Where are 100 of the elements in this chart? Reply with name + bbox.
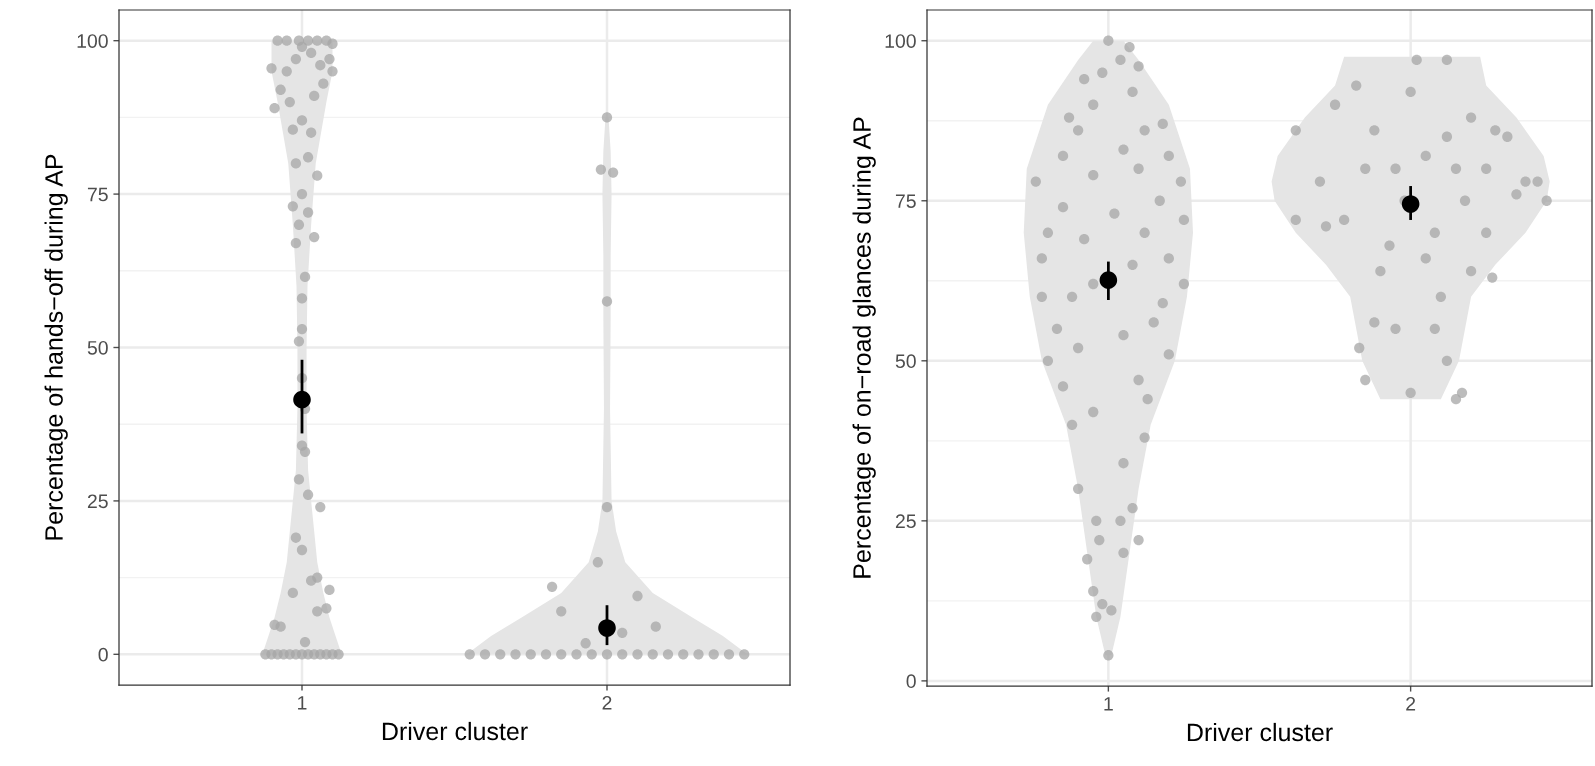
point [1465, 112, 1477, 123]
point [708, 649, 719, 660]
point [1118, 547, 1129, 558]
point [1369, 125, 1380, 136]
point [1487, 272, 1498, 283]
point [1127, 86, 1138, 98]
point [1036, 253, 1048, 264]
point [1097, 598, 1108, 610]
point [1541, 195, 1552, 206]
point [1459, 195, 1471, 206]
point [1148, 317, 1159, 328]
point [1063, 112, 1075, 123]
point [1115, 54, 1126, 66]
point [1465, 266, 1477, 277]
y-tick-label: 50 [87, 340, 108, 355]
point [1360, 163, 1371, 174]
point [1051, 323, 1063, 334]
x-axis-title: Driver cluster [382, 721, 528, 741]
point [1057, 381, 1069, 392]
point [1450, 163, 1462, 174]
point [647, 649, 658, 660]
point [1099, 271, 1118, 289]
point [1097, 67, 1108, 78]
point [479, 649, 491, 660]
point [1163, 349, 1174, 360]
point [1072, 342, 1084, 354]
y-tick-label: 100 [77, 34, 108, 48]
point [1401, 195, 1420, 213]
x-tick-label: 2 [602, 695, 612, 710]
point [598, 619, 616, 637]
point [1354, 342, 1365, 354]
point [1429, 227, 1440, 238]
point [607, 167, 619, 178]
point [1088, 278, 1099, 290]
point [1139, 432, 1150, 443]
point [601, 501, 613, 513]
point [1142, 394, 1153, 405]
point [1103, 35, 1114, 46]
point [1088, 586, 1099, 597]
point [601, 649, 613, 660]
point [1163, 253, 1174, 264]
y-tick-label: 75 [895, 194, 916, 208]
point [1429, 323, 1440, 334]
point [1088, 406, 1099, 418]
point [546, 581, 558, 592]
point [1066, 291, 1078, 302]
point [1154, 195, 1165, 206]
point [650, 621, 661, 632]
point [1124, 41, 1135, 53]
point [1057, 202, 1069, 213]
point [662, 649, 674, 660]
point [1360, 374, 1371, 386]
point [1420, 150, 1431, 162]
point [1405, 86, 1416, 98]
point [1351, 80, 1362, 91]
point [1079, 73, 1090, 85]
point [1390, 323, 1401, 334]
y-axis-title: Percentage of on−road glances during AP [852, 117, 876, 578]
point [1091, 611, 1102, 623]
point [556, 649, 567, 660]
y-tick-label: 100 [885, 34, 916, 48]
point [693, 649, 704, 660]
point [495, 649, 506, 660]
point [571, 649, 582, 660]
point [723, 649, 735, 660]
point [293, 390, 311, 409]
point [1057, 150, 1069, 162]
point [1320, 221, 1332, 232]
point [1127, 502, 1138, 514]
y-tick-label: 0 [906, 674, 916, 689]
point [595, 164, 607, 175]
point [464, 649, 475, 660]
point [601, 296, 613, 307]
point [1091, 515, 1102, 526]
point [1178, 214, 1190, 226]
point [617, 649, 628, 660]
point [525, 649, 536, 660]
point [1456, 387, 1468, 398]
point [1133, 61, 1144, 72]
point [1314, 176, 1326, 187]
point [678, 649, 689, 660]
point [510, 649, 521, 660]
point [1066, 419, 1078, 430]
point [1133, 374, 1144, 386]
point [1079, 234, 1090, 245]
point [1082, 554, 1093, 565]
point [1139, 227, 1150, 238]
point [1072, 125, 1084, 136]
point [592, 557, 603, 568]
point [1163, 150, 1174, 162]
y-tick-label: 25 [87, 494, 108, 509]
y-tick-label: 0 [98, 647, 108, 662]
point [1481, 163, 1492, 174]
point [1157, 118, 1168, 130]
point [1384, 240, 1395, 251]
point [1072, 483, 1084, 494]
point [1030, 176, 1041, 187]
point [1094, 534, 1105, 546]
point [632, 649, 643, 660]
point [1118, 330, 1129, 341]
